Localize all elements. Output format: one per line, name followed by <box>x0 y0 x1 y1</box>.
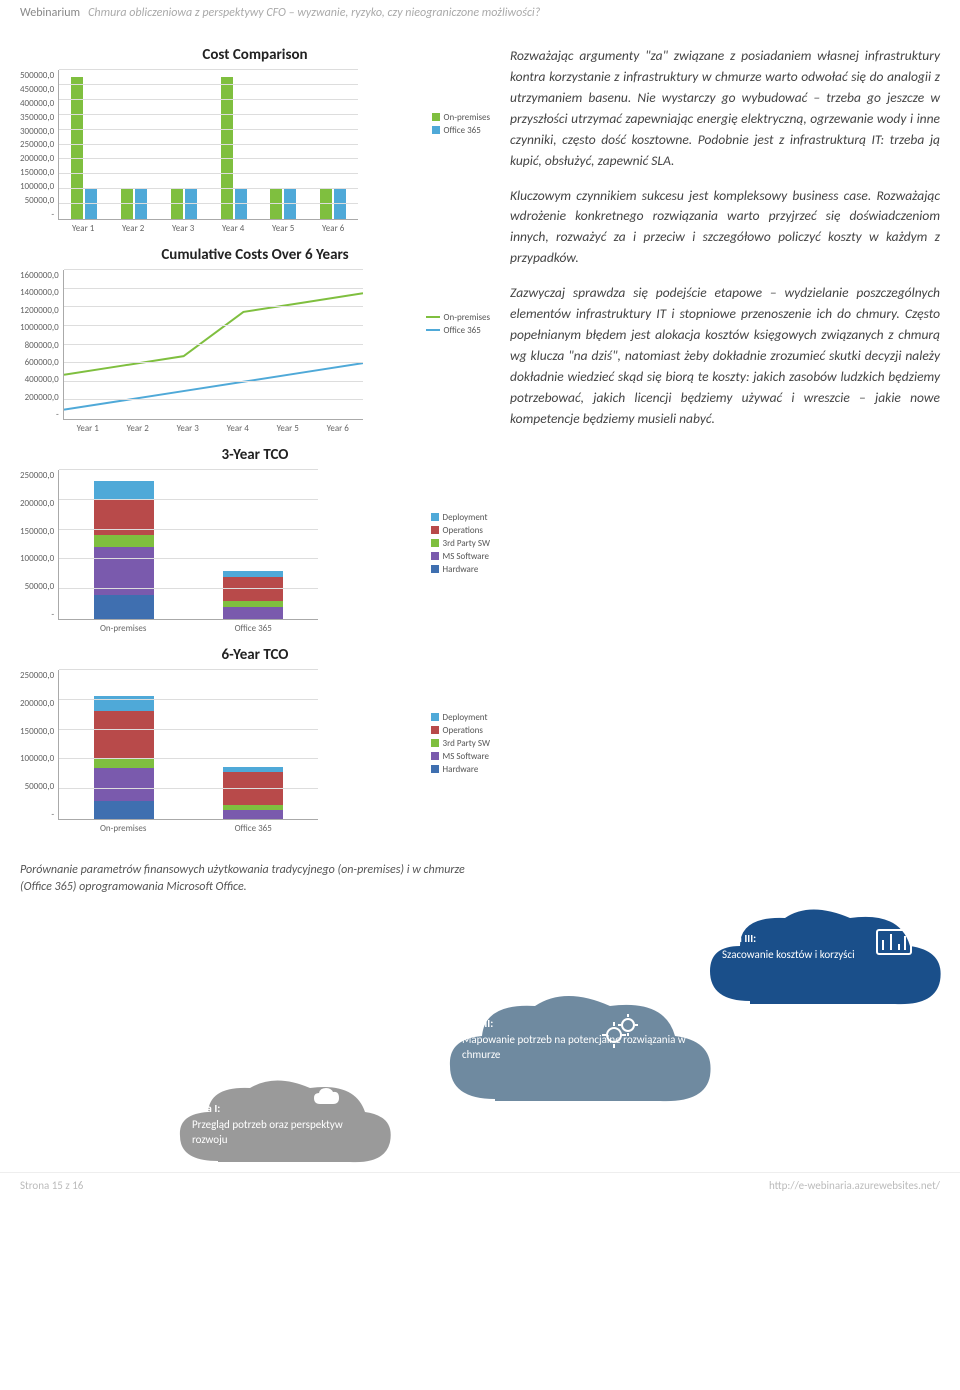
chart-cost-comparison: Cost Comparison 500000,0450000,0400000,0… <box>20 46 490 234</box>
figure-caption: Porównanie parametrów finansowych użytko… <box>20 862 480 896</box>
y-axis: 250000,0200000,0150000,0100000,050000,0- <box>20 670 58 820</box>
y-axis: 500000,0450000,0400000,0350000,0300000,0… <box>20 70 58 220</box>
stack-segment <box>223 607 283 619</box>
subtitle: Chmura obliczeniowa z perspektywy CFO – … <box>88 6 540 20</box>
x-axis: Year 1Year 2Year 3Year 4Year 5Year 6 <box>63 423 363 434</box>
stack-segment <box>94 595 154 619</box>
phase-title: Faza II: <box>462 1017 700 1032</box>
paragraph: Zazwyczaj sprawdza się podejście etapowe… <box>510 283 940 429</box>
brand: Webinarium <box>20 6 80 20</box>
legend: On-premisesOffice 365 <box>426 312 490 338</box>
footer-url: http://e-webinaria.azurewebsites.net/ <box>769 1179 940 1192</box>
body-text: Rozważając argumenty "za" związane z pos… <box>510 46 940 846</box>
stack-segment <box>94 535 154 547</box>
legend: DeploymentOperations3rd Party SWMS Softw… <box>431 712 490 777</box>
plot-area <box>58 670 318 820</box>
stack-segment <box>94 801 154 819</box>
phase-cloud-2: Faza II: Mapowanie potrzeb na potencjaln… <box>440 991 720 1111</box>
phase-text: Mapowanie potrzeb na potencjalne rozwiąz… <box>462 1033 700 1063</box>
page-footer: Strona 15 z 16 http://e-webinaria.azurew… <box>0 1172 960 1204</box>
x-axis: On-premisesOffice 365 <box>58 823 318 834</box>
phase-text: Szacowanie kosztów i korzyści <box>722 948 930 963</box>
phase-text: Przegląd potrzeb oraz perspektyw rozwoju <box>192 1118 380 1148</box>
chart-3year-tco: 3-Year TCO 250000,0200000,0150000,010000… <box>20 446 490 634</box>
page-number: Strona 15 z 16 <box>20 1179 83 1192</box>
phase-cloud-3: Faza III: Szacowanie kosztów i korzyści <box>700 906 950 1016</box>
phase-title: Faza I: <box>192 1102 380 1117</box>
plot-area <box>58 70 358 220</box>
y-axis: 250000,0200000,0150000,0100000,050000,0- <box>20 470 58 620</box>
stack-segment <box>223 810 283 819</box>
paragraph: Kluczowym czynnikiem sukcesu jest komple… <box>510 186 940 270</box>
chart-6year-tco: 6-Year TCO 250000,0200000,0150000,010000… <box>20 646 490 834</box>
chart-title: 6-Year TCO <box>20 646 490 664</box>
phase-title: Faza III: <box>722 932 930 947</box>
legend: DeploymentOperations3rd Party SWMS Softw… <box>431 512 490 577</box>
stack-segment <box>94 759 154 768</box>
chart-cumulative-costs: Cumulative Costs Over 6 Years 1600000,01… <box>20 246 490 434</box>
chart-title: Cumulative Costs Over 6 Years <box>20 246 490 264</box>
stack-segment <box>94 481 154 499</box>
page-header: Webinarium Chmura obliczeniowa z perspek… <box>0 0 960 26</box>
stack-segment <box>94 711 154 759</box>
stack-segment <box>94 768 154 801</box>
chart-title: Cost Comparison <box>20 46 490 64</box>
paragraph: Rozważając argumenty "za" związane z pos… <box>510 46 940 172</box>
plot-area <box>63 270 363 420</box>
y-axis: 1600000,01400000,01200000,01000000,08000… <box>20 270 63 420</box>
phases-diagram: Faza III: Szacowanie kosztów i korzyści … <box>20 906 940 1166</box>
phase-cloud-1: Faza I: Przegląd potrzeb oraz perspektyw… <box>170 1076 400 1171</box>
legend: On-premisesOffice 365 <box>432 112 490 138</box>
plot-area <box>58 470 318 620</box>
x-axis: On-premisesOffice 365 <box>58 623 318 634</box>
x-axis: Year 1Year 2Year 3Year 4Year 5Year 6 <box>58 223 358 234</box>
chart-title: 3-Year TCO <box>20 446 490 464</box>
